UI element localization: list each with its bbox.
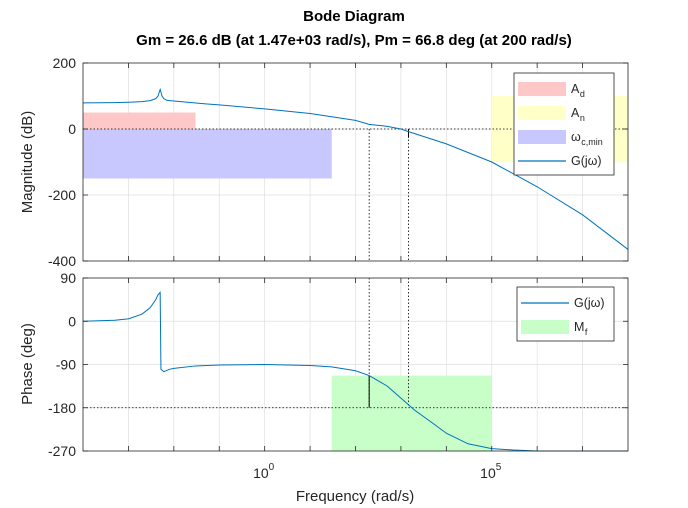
phase-ytick-label: -90 <box>56 357 76 373</box>
x-tick-label: 10 <box>253 465 269 481</box>
magnitude-legend-swatch <box>518 82 566 96</box>
magnitude-ytick-label: 200 <box>53 55 77 71</box>
phase-ytick-label: -270 <box>48 443 76 459</box>
magnitude-legend-label-sub: n <box>580 113 585 123</box>
phase-y-ticks: 90 0 -90 -180 -270 <box>48 270 628 459</box>
phase-legend[interactable]: G(jω) M f <box>516 286 615 342</box>
phase-legend-label-sub: f <box>585 327 588 337</box>
phase-regions <box>331 375 492 451</box>
phase-legend-swatch <box>521 320 569 334</box>
magnitude-ylabel: Magnitude (dB) <box>19 111 36 214</box>
x-axis-label: Frequency (rad/s) <box>296 488 414 505</box>
phase-series-line <box>82 291 628 452</box>
phase-legend-label: G(jω) <box>574 296 605 310</box>
magnitude-legend-swatch <box>518 106 566 120</box>
phase-legend-label: M <box>574 320 584 334</box>
phase-margin-markers <box>83 278 628 409</box>
magnitude-region-a-d <box>83 112 196 129</box>
magnitude-ytick-label: -400 <box>48 253 76 269</box>
magnitude-y-ticks: 200 0 -200 -400 <box>48 55 628 269</box>
magnitude-ytick-label: 0 <box>68 121 76 137</box>
magnitude-series-line <box>82 87 629 250</box>
phase-ytick-label: -180 <box>48 400 76 416</box>
phase-ytick-label: 0 <box>68 313 76 329</box>
magnitude-region-omega-c-min <box>83 129 332 179</box>
x-tick-labels: 10 0 10 5 <box>253 462 502 481</box>
magnitude-legend-label: A <box>571 82 580 96</box>
magnitude-margin-markers <box>83 128 628 261</box>
magnitude-legend-label: A <box>571 106 580 120</box>
x-tick-label: 10 <box>480 465 496 481</box>
x-tick-exponent: 0 <box>269 462 275 473</box>
magnitude-legend-swatch <box>518 130 566 144</box>
phase-ylabel: Phase (deg) <box>19 323 36 405</box>
phase-region-m-f <box>331 375 492 451</box>
magnitude-legend-label-sub: d <box>580 89 585 99</box>
chart-subtitle: Gm = 26.6 dB (at 1.47e+03 rad/s), Pm = 6… <box>136 32 572 49</box>
x-tick-exponent: 5 <box>496 462 502 473</box>
magnitude-legend-label-sub: c,min <box>581 137 603 147</box>
chart-title: Bode Diagram <box>303 8 405 25</box>
magnitude-legend-label: ω <box>571 130 581 144</box>
magnitude-ytick-label: -200 <box>48 187 76 203</box>
phase-panel: 90 0 -90 -180 -270 Phase (deg) G(jω) M f <box>19 270 629 459</box>
magnitude-legend-label: G(jω) <box>571 154 602 168</box>
phase-ytick-label: 90 <box>60 270 76 286</box>
